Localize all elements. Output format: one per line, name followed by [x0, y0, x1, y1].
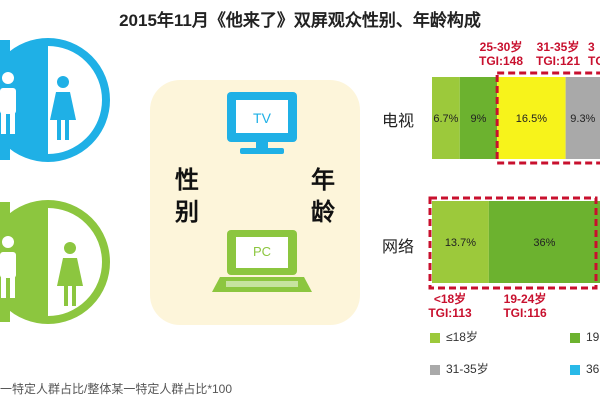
legend-item-0: ≤18岁: [430, 330, 478, 344]
tgi-top-2: 3 TG: [588, 40, 600, 68]
tv-bar-segment: [459, 77, 498, 159]
male-icon-tv: [0, 72, 16, 134]
tgi-top-value: TGI:148: [478, 54, 523, 68]
tgi-top-value: TGI:121: [535, 54, 580, 68]
male-icon-web: [0, 236, 16, 298]
tgi-top-age: 3: [588, 40, 595, 54]
tgi-bottom-age: <18岁: [433, 292, 467, 306]
tv-data-label: 9.3%: [570, 113, 595, 125]
pc-icon: [212, 230, 312, 292]
device-icons: [212, 92, 312, 292]
tv-icon: [227, 92, 297, 154]
tv-data-label: 9%: [471, 113, 487, 125]
female-icon-tv: [50, 76, 76, 140]
web-data-label: 13.7%: [445, 237, 476, 249]
legend-label: 36: [586, 362, 600, 376]
age-label: 年龄: [311, 167, 335, 226]
tgi-top-1: 31-35岁 TGI:121: [530, 40, 586, 68]
legend-item-3: 36: [570, 362, 599, 376]
tv-icon-text: TV: [253, 110, 271, 126]
tgi-bottom-1: 19-24岁 TGI:116: [490, 292, 560, 320]
tv-data-label: 16.5%: [516, 113, 547, 125]
legend-swatch: [570, 332, 580, 343]
tv-bar-segment: [565, 77, 600, 159]
legend-label: 19: [586, 330, 600, 344]
legend-item-2: 31-35岁: [430, 362, 489, 376]
web-bar-segment: [432, 201, 489, 283]
tgi-top-value: TG: [588, 54, 600, 68]
tgi-top-age: 25-30岁: [479, 40, 523, 54]
row-label-web: 网络: [382, 239, 415, 256]
tgi-bottom-age: 19-24岁: [503, 292, 547, 306]
legend-swatch: [430, 332, 440, 343]
tgi-bottom-value: TGI:113: [428, 306, 472, 320]
legend-label: 31-35岁: [446, 362, 489, 376]
gender-label: 性别: [175, 167, 199, 226]
tv-highlight-box: [495, 71, 600, 165]
pc-icon-text: PC: [252, 244, 272, 259]
web-data-label: 36%: [533, 237, 555, 249]
legend-item-1: 19: [570, 330, 599, 344]
legend-swatch: [430, 364, 440, 375]
gender-age-panel: TV PC 性别 年龄: [150, 80, 360, 325]
chart-title: 2015年11月《他来了》双屏观众性别、年龄构成: [119, 11, 481, 30]
tv-data-label: 6.7%: [433, 113, 458, 125]
tgi-bottom-0: <18岁 TGI:113: [420, 292, 480, 320]
tgi-top-age: 31-35岁: [536, 40, 580, 54]
tgi-top-0: 25-30岁 TGI:148: [472, 40, 530, 68]
gender-pies: [0, 38, 110, 324]
female-icon-web: [57, 242, 83, 306]
legend-label: ≤18岁: [446, 330, 478, 344]
row-label-tv: 电视: [382, 113, 415, 130]
web-highlight-box: [428, 196, 598, 290]
legend-swatch: [570, 364, 580, 375]
tgi-bottom-value: TGI:116: [503, 306, 547, 320]
footnote: 一特定人群占比/整体某一特定人群占比*100: [0, 382, 233, 396]
web-bar-segment: [488, 201, 600, 283]
tv-bar-segment: [497, 77, 566, 159]
tv-bar-segment: [432, 77, 460, 159]
